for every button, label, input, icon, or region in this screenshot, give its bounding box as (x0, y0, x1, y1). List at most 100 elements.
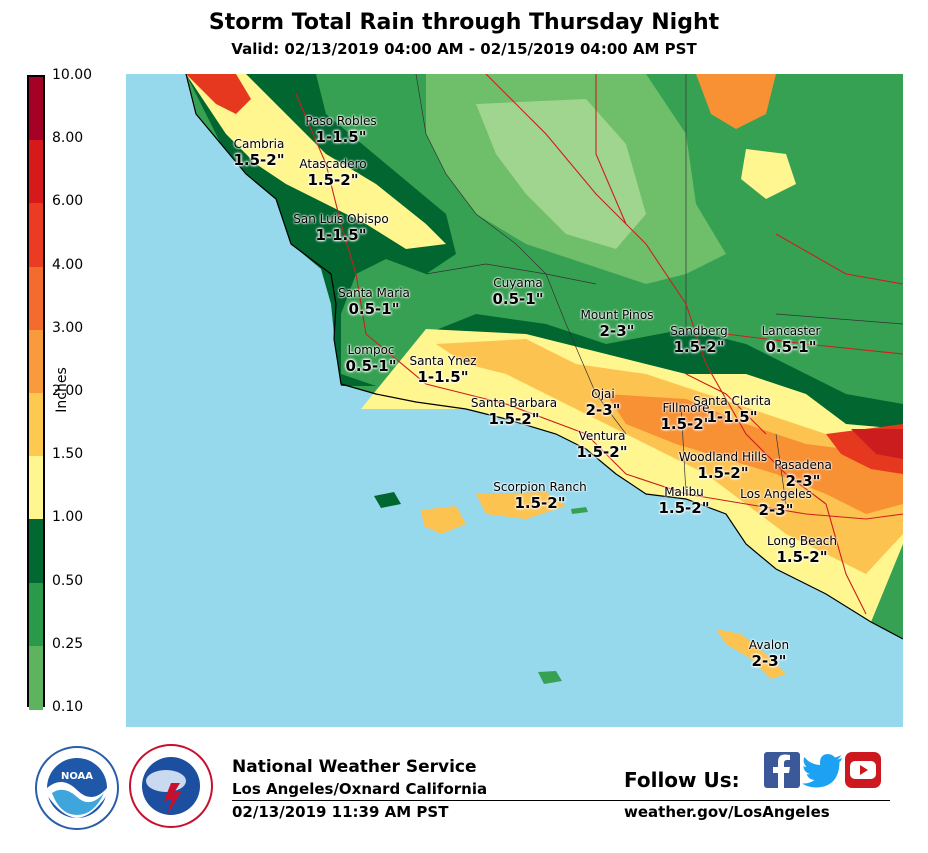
valley-lighter (476, 99, 646, 249)
rain-amount: 1.5-2" (660, 415, 712, 433)
colorbar-tick-label: 0.50 (52, 572, 84, 589)
colorbar-segment (29, 582, 43, 647)
city-label: Mount Pinos 2-3" (581, 308, 654, 340)
city-name: Los Angeles (740, 487, 812, 501)
footer-org: National Weather Service (232, 757, 477, 777)
twitter-icon[interactable] (802, 752, 844, 788)
city-name: Santa Ynez (409, 354, 477, 368)
youtube-icon[interactable] (845, 752, 881, 788)
colorbar-tick-label: 1.00 (52, 509, 84, 526)
noaa-logo: NOAA (35, 746, 119, 830)
footer-office: Los Angeles/Oxnard California (232, 780, 488, 798)
map-subtitle: Valid: 02/13/2019 04:00 AM - 02/15/2019 … (231, 40, 697, 58)
island-san-nicolas (538, 671, 562, 684)
city-name: Fillmore (662, 401, 710, 415)
city-name: Pasadena (774, 458, 832, 472)
north-orange-2 (696, 74, 776, 129)
orange-3-4 (606, 394, 903, 514)
rain-amount: 0.5-1" (765, 338, 817, 356)
footer-divider (232, 800, 890, 801)
rain-amount: 1-1.5" (706, 408, 758, 426)
colorbar-segment (29, 329, 43, 394)
city-name: Santa Maria (338, 286, 410, 300)
city-label: Scorpion Ranch 1.5-2" (493, 480, 586, 512)
city-label: Cuyama 0.5-1" (492, 276, 543, 308)
coastline (185, 74, 903, 640)
rain-amount: 1.5-2" (776, 548, 828, 566)
city-name: Lancaster (761, 324, 821, 338)
colorbar-tick-label: 2.00 (52, 383, 84, 399)
nws-logo (129, 744, 213, 828)
city-name: Mount Pinos (580, 308, 654, 322)
city-label: Ventura 1.5-2" (576, 429, 627, 461)
orange-2-3 (436, 339, 903, 574)
rain-amount: 1.5-2" (673, 338, 725, 356)
city-label: Sandberg 1.5-2" (670, 324, 728, 356)
city-label: Fillmore 1.5-2" (660, 401, 711, 433)
city-name: Santa Clarita (693, 394, 771, 408)
city-name: Scorpion Ranch (493, 480, 587, 494)
rain-amount: 1.5-2" (307, 171, 359, 189)
city-label: Santa Clarita 1-1.5" (693, 394, 771, 426)
city-label: Santa Maria 0.5-1" (338, 286, 410, 318)
north-orange-1 (186, 74, 251, 114)
city-label: Santa Ynez 1-1.5" (409, 354, 476, 386)
county-borders (415, 74, 903, 505)
city-name: Avalon (748, 638, 790, 652)
island-san-miguel (374, 492, 401, 508)
city-name: Paso Robles (305, 114, 377, 128)
rain-amount: 0.5-1" (348, 300, 400, 318)
rain-amount: 1.5-2" (576, 443, 628, 461)
rain-amount: 1-1.5" (315, 128, 367, 146)
island-santa-cruz (476, 492, 566, 519)
svg-text:NOAA: NOAA (61, 771, 93, 782)
colorbar-segment (29, 519, 43, 584)
office-url-link[interactable]: weather.gov/LosAngeles (624, 803, 830, 821)
colorbar-segment (29, 456, 43, 521)
colorbar-tick-label: 4.00 (52, 256, 84, 273)
footer-issued-time: 02/13/2019 11:39 AM PST (232, 803, 449, 821)
city-label: Lancaster 0.5-1" (762, 324, 821, 356)
city-name: Cuyama (493, 276, 543, 290)
city-name: Long Beach (766, 534, 838, 548)
city-label: Avalon 2-3" (749, 638, 789, 670)
city-label: Woodland Hills 1.5-2" (679, 450, 767, 482)
city-label: Long Beach 1.5-2" (767, 534, 837, 566)
map-canvas (185, 74, 903, 684)
colorbar-tick-label: 6.00 (52, 193, 84, 210)
follow-us-label: Follow Us: (624, 768, 740, 792)
facebook-icon[interactable] (764, 752, 800, 788)
city-label: Lompoc 0.5-1" (345, 343, 396, 375)
city-name: Lompoc (347, 343, 395, 357)
colorbar-segment (29, 140, 43, 205)
city-label: Santa Barbara 1.5-2" (471, 396, 557, 428)
city-name: Ventura (578, 429, 626, 443)
city-label: Ojai 2-3" (586, 387, 621, 419)
rain-amount: 1.5-2" (488, 410, 540, 428)
city-name: Ojai (591, 387, 615, 401)
city-name: Atascadero (299, 157, 367, 171)
city-label: Atascadero 1.5-2" (299, 157, 366, 189)
rain-amount: 1.5-2" (697, 464, 749, 482)
colorbar-tick-label: 3.00 (52, 319, 84, 336)
city-name: Cambria (233, 137, 285, 151)
city-name: Sandberg (670, 324, 728, 338)
colorbar-segment (29, 266, 43, 331)
rain-amount: 1.5-2" (233, 151, 285, 169)
colorbar (27, 75, 45, 710)
rain-amount: 1.5-2" (514, 494, 566, 512)
island-santa-rosa (421, 506, 466, 534)
colorbar-tick-label: 10.00 (52, 67, 93, 83)
north-yellow-3 (741, 149, 796, 199)
rain-amount: 2-3" (751, 652, 787, 670)
city-label: San Luis Obispo 1-1.5" (293, 212, 388, 244)
colorbar-tick-label: 0.25 (52, 635, 84, 652)
city-label: Cambria 1.5-2" (233, 137, 284, 169)
colorbar-tick-label: 8.00 (52, 130, 84, 147)
city-label: Malibu 1.5-2" (658, 485, 709, 517)
yellow-band-coast (186, 74, 446, 249)
island-catalina (716, 629, 786, 679)
city-label: Pasadena 2-3" (774, 458, 832, 490)
rain-amount: 1.5-2" (658, 499, 710, 517)
colorbar-segment (29, 203, 43, 268)
